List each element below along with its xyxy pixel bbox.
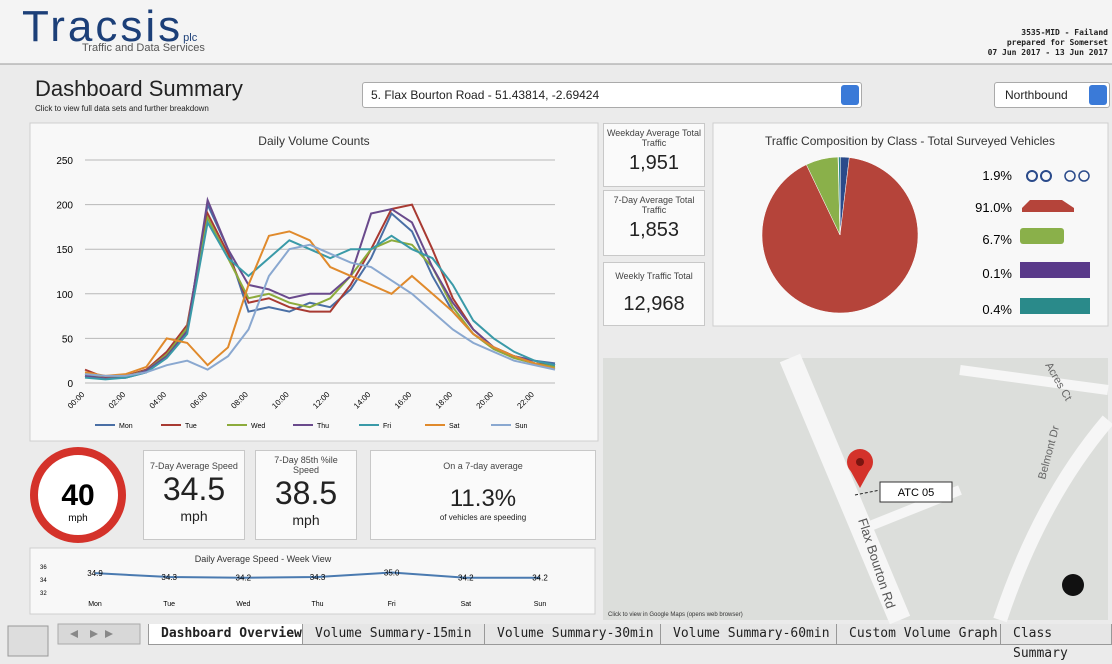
legend-label: Tue (185, 423, 197, 430)
dropdown-button (841, 85, 859, 105)
x-tick-label: Mon (88, 601, 102, 608)
x-tick-label: Tue (163, 601, 175, 608)
x-tick-label: Sat (461, 601, 472, 608)
tab-nav-arrows (70, 630, 113, 638)
speed-unit: mph (144, 508, 244, 524)
x-tick-label: Thu (311, 601, 323, 608)
icon-truck (1020, 262, 1090, 278)
dropdown-button (1089, 85, 1107, 105)
speed-value: 34.5 (144, 471, 244, 508)
stat-box: 7-Day Average Total Traffic 1,853 (603, 190, 705, 256)
y-tick-label: 50 (62, 334, 74, 345)
chart-title: Daily Volume Counts (258, 134, 369, 148)
speeding-box: On a 7-day average 11.3%of vehicles are s… (370, 450, 596, 540)
map[interactable]: ATC 05 Flax Bourton Rd Belmont Dr Acres … (603, 358, 1108, 620)
value-label: 34.3 (161, 573, 177, 582)
page-title: Dashboard Summary (35, 76, 243, 102)
stat-value: 1,853 (604, 219, 704, 242)
speeding-note: of vehicles are speeding (371, 513, 595, 522)
legend-label: Sun (515, 423, 528, 430)
slice-label: 6.7% (982, 232, 1012, 247)
stat-label: Weekday Average Total Traffic (604, 128, 704, 148)
chart-title: Traffic Composition by Class - Total Sur… (765, 134, 1055, 148)
tab[interactable]: Volume Summary-60min (660, 624, 843, 645)
y-tick-label: 0 (67, 379, 73, 390)
y-tick-label: 250 (56, 156, 73, 167)
page: ATC 05 Flax Bourton Rd Belmont Dr Acres … (0, 0, 1112, 661)
speed-limit: 40 (61, 479, 94, 512)
direction-dropdown[interactable]: Northbound (994, 82, 1110, 108)
legend-label: Wed (251, 423, 265, 430)
legend-label: Fri (383, 423, 392, 430)
site-select: 5. Flax Bourton Road - 51.43814, -2.6942… (371, 88, 599, 102)
site: 3535-MID - Failand (988, 28, 1108, 38)
map-pin-dot (856, 458, 864, 466)
y-tick-label: 200 (56, 201, 73, 212)
tab[interactable]: Custom Volume Graph (836, 624, 1011, 645)
stat-label: 7-Day Average Total Traffic (604, 195, 704, 215)
slice-label: 1.9% (982, 168, 1012, 183)
tab[interactable]: Volume Summary-15min (302, 624, 485, 645)
y-tick-label: 100 (56, 290, 73, 301)
y-tick-label: 34 (40, 578, 47, 584)
y-tick-label: 32 (40, 591, 47, 597)
x-tick-label: Sun (534, 601, 547, 608)
stat-value: 12,968 (604, 293, 704, 316)
x-tick-label: Fri (388, 601, 397, 608)
stat-label: Weekly Traffic Total (604, 271, 704, 281)
value-label: 34.2 (236, 574, 252, 583)
tab[interactable]: Volume Summary-30min (484, 624, 667, 645)
speeding-heading: On a 7-day average (371, 461, 595, 471)
slice-label: 91.0% (975, 200, 1012, 215)
tab[interactable]: Dashboard Overview (148, 624, 315, 645)
stat-box: Weekly Traffic Total 12,968 (603, 262, 705, 326)
speed-label: 7-Day 85th %ile Speed (256, 455, 356, 475)
y-tick-label: 36 (40, 565, 47, 571)
map-note: Click to view in Google Maps (opens web … (608, 612, 743, 618)
prepared-for: prepared for Somerset (988, 38, 1108, 48)
map-logo (1062, 574, 1084, 596)
tab[interactable]: Class Summary (1000, 624, 1112, 645)
speeding-value: 11.3% (371, 485, 595, 513)
site-dropdown[interactable]: 5. Flax Bourton Road - 51.43814, -2.6942… (362, 82, 862, 108)
page-subtitle[interactable]: Click to view full data sets and further… (35, 104, 209, 113)
slice-label: 0.1% (982, 266, 1012, 281)
legend-label: Sat (449, 423, 460, 430)
direction-select: Northbound (1005, 88, 1068, 102)
marker-label: ATC 05 (898, 487, 934, 499)
value-label: 34.9 (87, 569, 103, 578)
slice-label: 0.4% (982, 302, 1012, 317)
chart-title: Daily Average Speed - Week View (195, 554, 332, 564)
volume-panel (30, 123, 598, 441)
value-label: 34.2 (532, 574, 548, 583)
legend-label: Mon (119, 423, 133, 430)
icon-bus (1020, 298, 1090, 314)
speed-limit-unit: mph (68, 513, 87, 524)
value-label: 35.0 (384, 569, 400, 578)
y-tick-label: 150 (56, 245, 73, 256)
value-label: 34.2 (458, 574, 474, 583)
date-range: 07 Jun 2017 - 13 Jun 2017 (988, 48, 1108, 58)
speed-label: 7-Day Average Speed (144, 461, 244, 471)
icon-van (1020, 228, 1064, 244)
value-label: 34.3 (310, 573, 326, 582)
speed-value: 38.5 (256, 475, 356, 512)
legend-label: Thu (317, 423, 329, 430)
tagline: Traffic and Data Services (82, 42, 205, 54)
stat-box: Weekday Average Total Traffic 1,951 (603, 123, 705, 187)
header-info: 3535-MID - Failand prepared for Somerset… (988, 28, 1108, 58)
stat-value: 1,951 (604, 152, 704, 175)
x-tick-label: Wed (236, 601, 250, 608)
view-toggle[interactable] (8, 626, 48, 656)
speed-unit: mph (256, 512, 356, 528)
